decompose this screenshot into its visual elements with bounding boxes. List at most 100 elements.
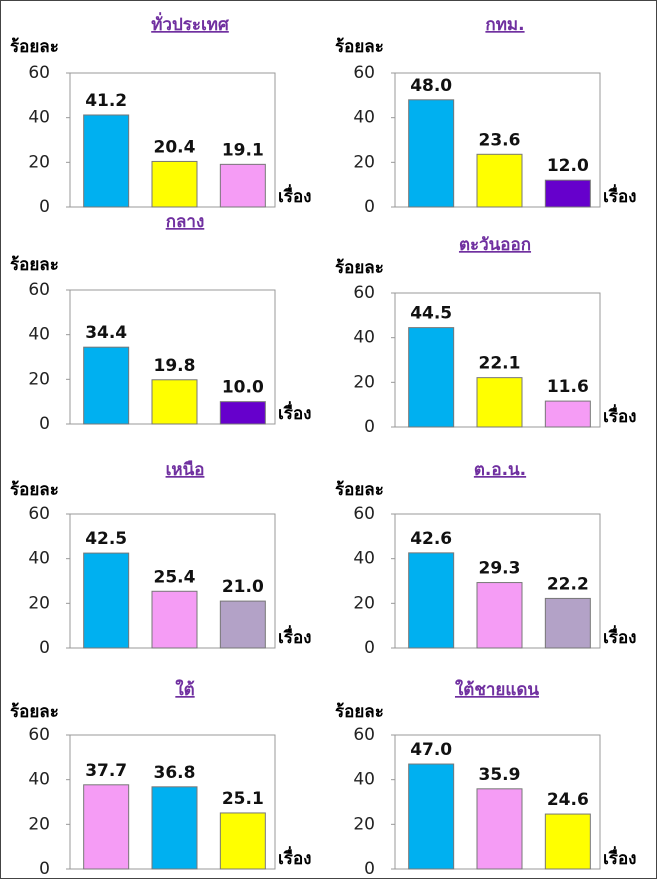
value-label: 44.5 <box>410 304 452 324</box>
y-tick-label: 40 <box>28 325 50 345</box>
chart-title: กทม. <box>485 15 524 35</box>
y-tick-label: 0 <box>39 414 50 434</box>
chart-title: ทั่วประเทศ <box>151 12 230 35</box>
y-tick-label: 60 <box>28 280 50 300</box>
y-tick-label: 40 <box>353 770 375 790</box>
value-label: 11.6 <box>547 377 589 397</box>
y-tick-label: 0 <box>364 417 375 437</box>
value-label: 24.6 <box>547 790 589 810</box>
bar <box>83 346 130 425</box>
y-tick-label: 60 <box>353 63 375 83</box>
bar <box>151 786 198 870</box>
y-tick-label: 40 <box>353 328 375 348</box>
y-tick-label: 20 <box>28 593 50 613</box>
value-label: 25.1 <box>222 789 264 809</box>
chart-title: ใต้ <box>175 679 194 700</box>
y-axis-label: ร้อยละ <box>335 37 384 57</box>
chart-title: ตะวันออก <box>459 235 531 255</box>
x-axis-label: เรื่อง <box>603 846 636 869</box>
y-axis-label: ร้อยละ <box>335 702 384 722</box>
y-axis-label: ร้อยละ <box>10 480 59 500</box>
chart-title: กลาง <box>166 212 205 232</box>
value-label: 47.0 <box>410 740 452 760</box>
y-tick-label: 20 <box>28 369 50 389</box>
x-axis-label: เรื่อง <box>278 625 311 648</box>
y-tick-label: 20 <box>353 152 375 172</box>
bar <box>219 163 266 208</box>
value-label: 48.0 <box>410 76 452 96</box>
y-tick-label: 60 <box>28 504 50 524</box>
x-axis-label: เรื่อง <box>603 625 636 648</box>
value-label: 21.0 <box>222 577 264 597</box>
bar <box>544 813 591 870</box>
y-axis-label: ร้อยละ <box>335 480 384 500</box>
y-tick-label: 40 <box>353 549 375 569</box>
bar <box>151 160 198 208</box>
bar <box>151 590 198 649</box>
y-tick-label: 40 <box>28 108 50 128</box>
chart-title: ใต้ชายแดน <box>455 679 539 700</box>
x-axis-label: เรื่อง <box>278 401 311 424</box>
value-label: 42.6 <box>410 529 452 549</box>
value-label: 29.3 <box>479 559 521 579</box>
value-label: 25.4 <box>154 567 196 587</box>
y-tick-label: 20 <box>353 372 375 392</box>
bar <box>544 597 591 649</box>
value-label: 41.2 <box>85 91 127 111</box>
bar <box>219 812 266 870</box>
value-label: 22.1 <box>479 354 521 374</box>
bar <box>476 788 523 870</box>
bar <box>219 600 266 649</box>
bar <box>544 400 591 428</box>
y-tick-label: 0 <box>39 638 50 658</box>
y-tick-label: 60 <box>353 283 375 303</box>
value-label: 12.0 <box>547 156 589 176</box>
bar <box>219 401 266 425</box>
y-tick-label: 40 <box>28 549 50 569</box>
bar <box>476 153 523 208</box>
bar <box>408 99 455 208</box>
y-tick-label: 20 <box>28 814 50 834</box>
y-tick-label: 40 <box>28 770 50 790</box>
y-tick-label: 0 <box>364 859 375 879</box>
value-label: 37.7 <box>85 761 127 781</box>
x-axis-label: เรื่อง <box>278 184 311 207</box>
value-label: 34.4 <box>85 323 127 343</box>
value-label: 22.2 <box>547 574 589 594</box>
y-tick-label: 20 <box>353 593 375 613</box>
bar <box>83 784 130 870</box>
y-axis-label: ร้อยละ <box>10 702 59 722</box>
y-tick-label: 0 <box>364 638 375 658</box>
chart-title: เหนือ <box>166 459 205 480</box>
y-tick-label: 20 <box>353 814 375 834</box>
value-label: 42.5 <box>85 529 127 549</box>
y-tick-label: 60 <box>353 725 375 745</box>
y-axis-label: ร้อยละ <box>10 255 59 275</box>
y-tick-label: 40 <box>353 108 375 128</box>
y-tick-label: 0 <box>39 197 50 217</box>
bar <box>151 379 198 425</box>
y-tick-label: 0 <box>39 859 50 879</box>
value-label: 20.4 <box>154 137 196 157</box>
y-tick-label: 60 <box>28 63 50 83</box>
bar <box>476 582 523 649</box>
x-axis-label: เรื่อง <box>278 846 311 869</box>
y-tick-label: 60 <box>28 725 50 745</box>
bar <box>408 763 455 870</box>
bar <box>476 377 523 428</box>
value-label: 36.8 <box>154 763 196 783</box>
y-tick-label: 0 <box>364 197 375 217</box>
bar <box>408 327 455 428</box>
bar <box>544 179 591 208</box>
y-axis-label: ร้อยละ <box>335 258 384 278</box>
bar <box>83 552 130 649</box>
y-tick-label: 60 <box>353 504 375 524</box>
chart-title: ต.อ.น. <box>474 460 526 480</box>
y-tick-label: 20 <box>28 152 50 172</box>
value-label: 19.1 <box>222 140 264 160</box>
value-label: 23.6 <box>479 130 521 150</box>
value-label: 35.9 <box>479 765 521 785</box>
value-label: 19.8 <box>154 356 196 376</box>
bar <box>408 552 455 649</box>
